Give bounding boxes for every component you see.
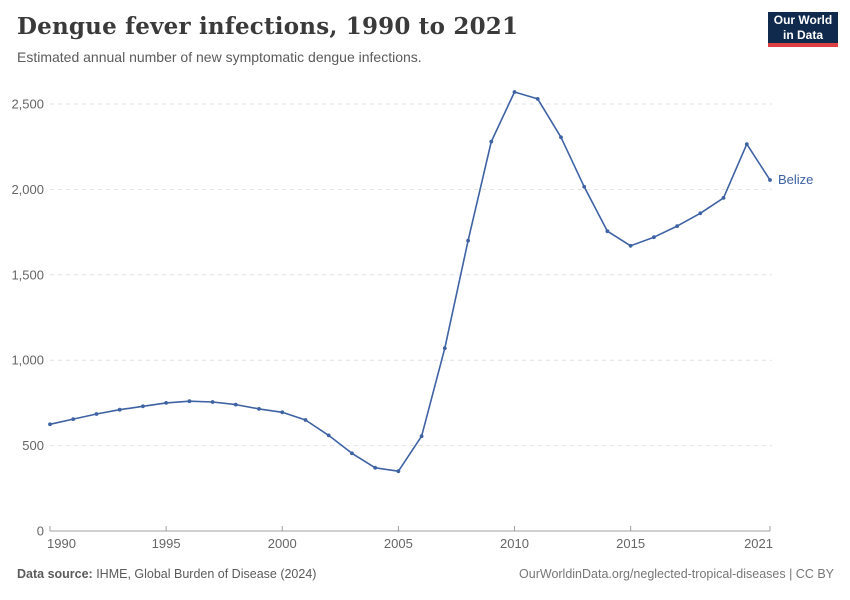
y-axis-tick-label: 1,500 (11, 267, 44, 282)
data-point (652, 235, 656, 240)
data-point (675, 224, 679, 229)
x-axis-tick-label: 2015 (616, 536, 645, 551)
data-source-note: Data source: IHME, Global Burden of Dise… (17, 567, 316, 581)
credit-note: OurWorldinData.org/neglected-tropical-di… (519, 567, 834, 581)
data-point (350, 451, 354, 456)
data-point (303, 418, 308, 422)
x-axis-tick-label: 2010 (500, 536, 529, 551)
data-point (559, 135, 563, 140)
owid-logo: Our World in Data (768, 12, 838, 47)
data-point (257, 407, 261, 411)
x-axis-tick-label: 2005 (384, 536, 413, 551)
data-point (187, 399, 192, 404)
data-point (210, 400, 215, 404)
entity-label-belize: Belize (778, 172, 813, 187)
series-line-belize (49, 91, 771, 473)
data-point (466, 238, 470, 243)
data-point (141, 404, 145, 409)
data-point (535, 97, 540, 101)
owid-logo-line2: in Data (782, 27, 823, 42)
page-title: Dengue fever infections, 1990 to 2021 (17, 13, 519, 40)
data-point (582, 184, 587, 189)
data-point (280, 410, 285, 415)
owid-logo-line1: Our World (773, 12, 833, 27)
data-point (233, 402, 238, 407)
data-point (512, 90, 517, 94)
data-point (71, 417, 76, 421)
data-point (373, 465, 378, 470)
data-source-label: Data source: (17, 567, 93, 581)
data-point (117, 407, 122, 412)
x-axis-tick-label: 2021 (744, 536, 773, 551)
data-point (442, 346, 447, 351)
data-point (721, 196, 726, 200)
y-axis-tick-label: 2,000 (11, 182, 44, 197)
y-axis-tick-label: 0 (37, 524, 44, 539)
data-point (698, 211, 703, 216)
data-point (489, 139, 494, 144)
data-point (605, 229, 610, 234)
data-source-value: IHME, Global Burden of Disease (2024) (92, 567, 317, 581)
data-point (628, 243, 633, 248)
x-axis-tick-label: 1995 (152, 536, 181, 551)
y-axis-tick-label: 500 (22, 438, 44, 453)
data-point (768, 178, 772, 182)
data-point (744, 142, 749, 147)
data-point (48, 422, 52, 427)
data-point (419, 434, 424, 439)
data-point (396, 469, 401, 474)
y-axis-tick-label: 1,000 (11, 353, 44, 368)
data-point (94, 412, 99, 416)
y-axis-tick-label: 2,500 (11, 97, 44, 112)
x-axis-tick-label: 1990 (47, 536, 76, 551)
data-point (326, 433, 331, 438)
page-subtitle: Estimated annual number of new symptomat… (17, 49, 422, 65)
x-axis-tick-label: 2000 (268, 536, 297, 551)
data-point (164, 401, 169, 405)
